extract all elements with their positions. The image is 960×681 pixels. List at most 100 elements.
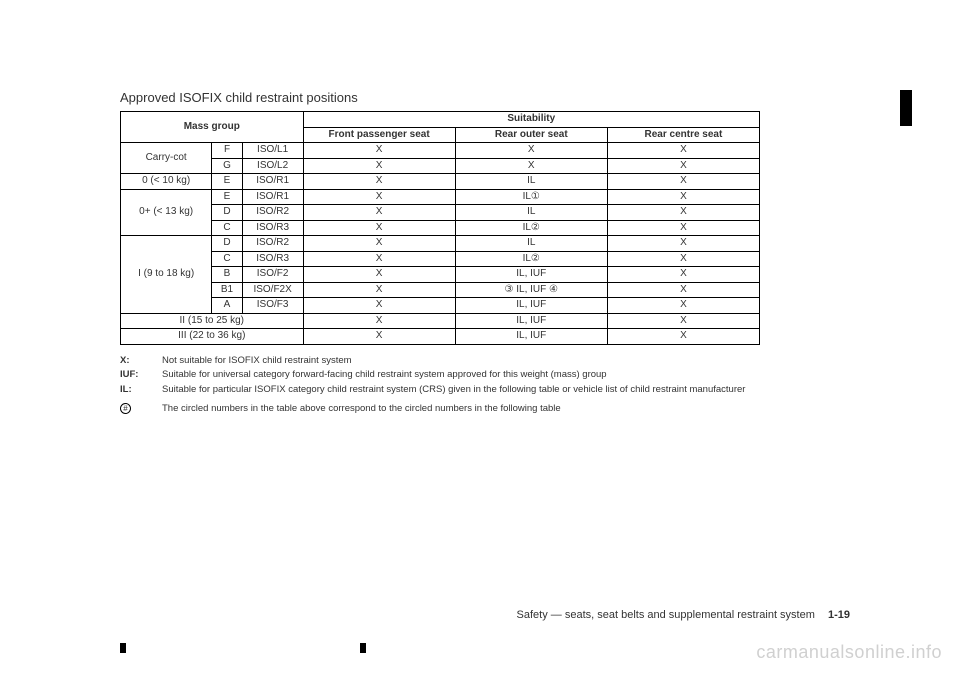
cell-size: D <box>212 236 242 252</box>
cell-ro: X <box>455 158 607 174</box>
cell-ro: IL② <box>455 251 607 267</box>
note-row: X:Not suitable for ISOFIX child restrain… <box>120 355 840 368</box>
cell-ro: IL, IUF <box>455 267 607 283</box>
cell-mass-group: I (9 to 18 kg) <box>121 236 212 314</box>
footer-page-number: 1-19 <box>828 609 850 621</box>
isofix-table: Mass group Suitability Front passenger s… <box>120 111 760 345</box>
cell-fixture: ISO/F2 <box>242 267 303 283</box>
table-row: Carry-cotFISO/L1XXX <box>121 143 760 159</box>
cell-fp: X <box>303 189 455 205</box>
circled-note-text: The circled numbers in the table above c… <box>162 403 840 416</box>
cell-fp: X <box>303 174 455 190</box>
cell-ro: IL <box>455 205 607 221</box>
cell-size: F <box>212 143 242 159</box>
note-row: IUF:Suitable for universal category forw… <box>120 369 840 382</box>
cell-fp: X <box>303 282 455 298</box>
cell-ro: IL, IUF <box>455 313 607 329</box>
cell-size: D <box>212 205 242 221</box>
cell-rc: X <box>607 158 759 174</box>
cell-rc: X <box>607 329 759 345</box>
cell-rc: X <box>607 313 759 329</box>
watermark: carmanualsonline.info <box>756 642 942 663</box>
cell-size: C <box>212 251 242 267</box>
cell-ro: IL, IUF <box>455 298 607 314</box>
cell-ro: IL, IUF <box>455 329 607 345</box>
footer-section: Safety — seats, seat belts and supplemen… <box>517 609 815 621</box>
cell-fixture: ISO/L1 <box>242 143 303 159</box>
cell-rc: X <box>607 236 759 252</box>
cell-fixture: ISO/R3 <box>242 251 303 267</box>
note-key: IL: <box>120 384 162 397</box>
cell-fp: X <box>303 158 455 174</box>
table-row: 0 (< 10 kg)EISO/R1XILX <box>121 174 760 190</box>
note-text: Not suitable for ISOFIX child restraint … <box>162 355 840 368</box>
note-key: X: <box>120 355 162 368</box>
table-row: AISO/F3XIL, IUFX <box>121 298 760 314</box>
cell-mass-group: Carry-cot <box>121 143 212 174</box>
table-row: III (22 to 36 kg)XIL, IUFX <box>121 329 760 345</box>
note-row: IL:Suitable for particular ISOFIX catego… <box>120 384 840 397</box>
table-row: GISO/L2XXX <box>121 158 760 174</box>
cell-ro: X <box>455 143 607 159</box>
table-title: Approved ISOFIX child restraint position… <box>120 90 840 105</box>
cell-rc: X <box>607 189 759 205</box>
table-row: B1ISO/F2XX③ IL, IUF ④X <box>121 282 760 298</box>
cell-rc: X <box>607 205 759 221</box>
cell-fixture: ISO/L2 <box>242 158 303 174</box>
cell-fixture: ISO/F2X <box>242 282 303 298</box>
crop-marks <box>120 643 420 651</box>
table-row: DISO/R2XILX <box>121 205 760 221</box>
header-suitability: Suitability <box>303 112 759 128</box>
cell-size: A <box>212 298 242 314</box>
cell-rc: X <box>607 220 759 236</box>
table-row: I (9 to 18 kg)DISO/R2XILX <box>121 236 760 252</box>
header-mass-group: Mass group <box>121 112 304 143</box>
table-row: BISO/F2XIL, IUFX <box>121 267 760 283</box>
circled-symbol: # <box>120 403 162 416</box>
cell-size: G <box>212 158 242 174</box>
cell-fp: X <box>303 313 455 329</box>
cell-fp: X <box>303 251 455 267</box>
section-tab <box>900 90 912 126</box>
cell-fixture: ISO/F3 <box>242 298 303 314</box>
cell-rc: X <box>607 143 759 159</box>
cell-fixture: ISO/R2 <box>242 236 303 252</box>
cell-size: E <box>212 174 242 190</box>
cell-size: B <box>212 267 242 283</box>
table-row: 0+ (< 13 kg)EISO/R1XIL①X <box>121 189 760 205</box>
cell-rc: X <box>607 174 759 190</box>
cell-fp: X <box>303 329 455 345</box>
page-content: Approved ISOFIX child restraint position… <box>120 90 840 418</box>
cell-fp: X <box>303 205 455 221</box>
table-body: Carry-cotFISO/L1XXXGISO/L2XXX0 (< 10 kg)… <box>121 143 760 345</box>
header-rear-centre: Rear centre seat <box>607 127 759 143</box>
cell-size: E <box>212 189 242 205</box>
cell-fp: X <box>303 267 455 283</box>
cell-rc: X <box>607 298 759 314</box>
cell-size: B1 <box>212 282 242 298</box>
note-text: Suitable for particular ISOFIX category … <box>162 384 840 397</box>
table-row: II (15 to 25 kg)XIL, IUFX <box>121 313 760 329</box>
note-text: Suitable for universal category forward-… <box>162 369 840 382</box>
cell-fp: X <box>303 236 455 252</box>
note-key: IUF: <box>120 369 162 382</box>
cell-fixture: ISO/R1 <box>242 189 303 205</box>
cell-mass-group: III (22 to 36 kg) <box>121 329 304 345</box>
header-front-passenger: Front passenger seat <box>303 127 455 143</box>
table-row: CISO/R3XIL②X <box>121 251 760 267</box>
cell-fp: X <box>303 298 455 314</box>
cell-mass-group: 0+ (< 13 kg) <box>121 189 212 236</box>
cell-rc: X <box>607 282 759 298</box>
cell-ro: IL <box>455 236 607 252</box>
cell-size: C <box>212 220 242 236</box>
cell-fixture: ISO/R2 <box>242 205 303 221</box>
cell-fixture: ISO/R1 <box>242 174 303 190</box>
cell-fp: X <box>303 143 455 159</box>
cell-mass-group: 0 (< 10 kg) <box>121 174 212 190</box>
cell-ro: ③ IL, IUF ④ <box>455 282 607 298</box>
cell-ro: IL <box>455 174 607 190</box>
cell-rc: X <box>607 267 759 283</box>
cell-rc: X <box>607 251 759 267</box>
cell-mass-group: II (15 to 25 kg) <box>121 313 304 329</box>
header-rear-outer: Rear outer seat <box>455 127 607 143</box>
